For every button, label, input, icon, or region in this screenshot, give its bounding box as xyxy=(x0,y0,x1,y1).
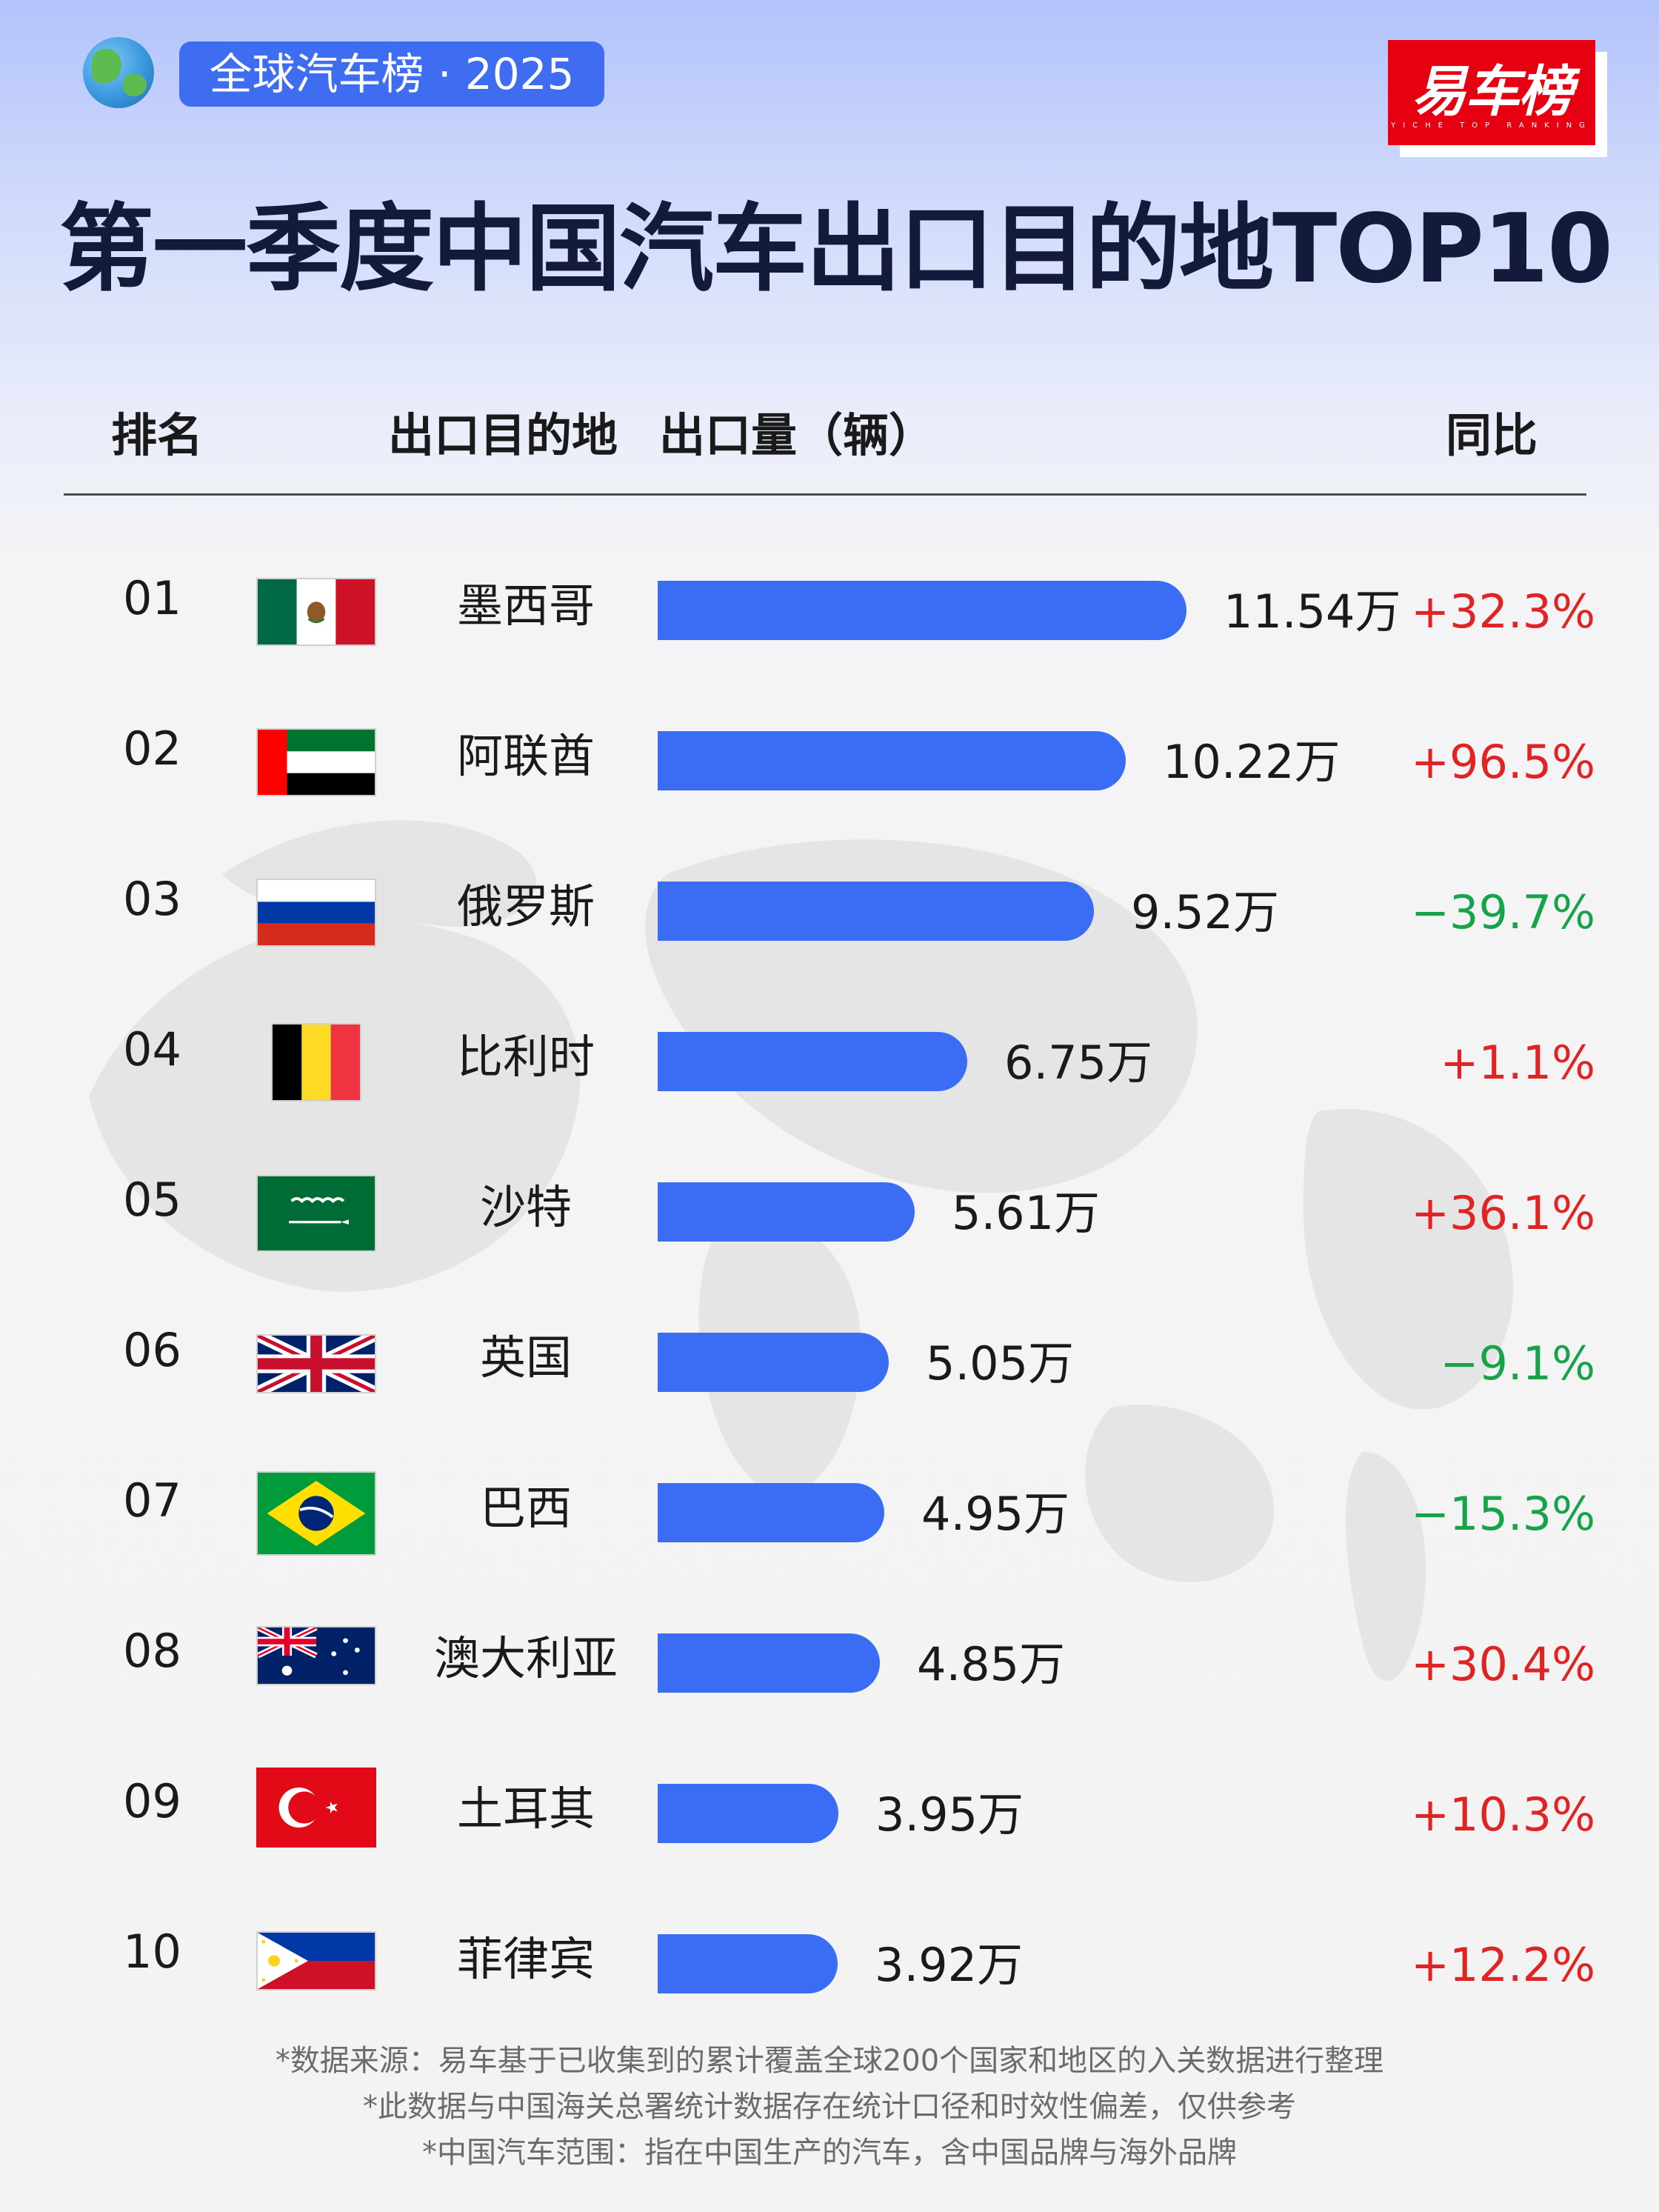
country-name: 土耳其 xyxy=(456,1782,595,1836)
yoy-change: +1.1% xyxy=(1440,1036,1595,1090)
country-name: 俄罗斯 xyxy=(456,879,595,933)
footnote-source: *数据来源：易车基于已收集到的累计覆盖全球200个国家和地区的入关数据进行整理 xyxy=(275,2044,1384,2078)
philippines-flag-icon xyxy=(256,1931,376,1991)
turkey-flag-icon xyxy=(256,1768,376,1848)
volume-value: 9.52万 xyxy=(1131,885,1280,939)
volume-value: 3.92万 xyxy=(875,1938,1024,1992)
footnote-scope: *中国汽车范围：指在中国生产的汽车，含中国品牌与海外品牌 xyxy=(422,2136,1237,2170)
column-header-yoy: 同比 xyxy=(1446,408,1538,462)
volume-value: 11.54万 xyxy=(1224,584,1401,639)
mexico-flag-icon xyxy=(256,578,376,646)
russia-flag-icon xyxy=(256,879,376,947)
uk-flag-icon xyxy=(256,1334,376,1393)
ranking-row: 08 澳大利亚 4.85万 +30.4% xyxy=(0,1616,1659,1693)
yoy-change: +10.3% xyxy=(1411,1788,1595,1842)
country-name: 比利时 xyxy=(456,1030,595,1084)
volume-bar xyxy=(658,1032,967,1091)
yoy-change: +32.3% xyxy=(1411,584,1595,639)
ranking-row: 10 菲律宾 3.92万 +12.2% xyxy=(0,1916,1659,1993)
yoy-change: +36.1% xyxy=(1411,1186,1595,1240)
country-name: 巴西 xyxy=(479,1481,572,1535)
yoy-change: +96.5% xyxy=(1411,735,1595,789)
logo-subtext: YICHE TOP RANKING xyxy=(1391,121,1592,130)
volume-bar xyxy=(658,1784,838,1843)
uae-flag-icon xyxy=(256,728,376,796)
ranking-row: 02 阿联酋 10.22万 +96.5% xyxy=(0,713,1659,796)
yoy-change: −39.7% xyxy=(1411,885,1595,939)
yoy-change: +12.2% xyxy=(1411,1938,1595,1992)
volume-bar xyxy=(658,1182,915,1242)
ranking-row: 04 比利时 6.75万 +1.1% xyxy=(0,1014,1659,1102)
ranking-row: 05 沙特 5.61万 +36.1% xyxy=(0,1165,1659,1252)
country-name: 菲律宾 xyxy=(456,1932,595,1986)
volume-value: 4.85万 xyxy=(917,1637,1066,1691)
yoy-change: −9.1% xyxy=(1440,1336,1595,1390)
volume-bar xyxy=(658,882,1094,941)
ranking-row: 03 俄罗斯 9.52万 −39.7% xyxy=(0,864,1659,947)
category-tag: 全球汽车榜 · 2025 xyxy=(179,41,604,107)
page-title: 第一季度中国汽车出口目的地TOP10 xyxy=(59,194,1613,304)
ranking-row: 07 巴西 4.95万 −15.3% xyxy=(0,1465,1659,1556)
yoy-change: +30.4% xyxy=(1411,1637,1595,1691)
column-header-destination: 出口目的地 xyxy=(388,408,618,462)
rank-number: 04 xyxy=(123,1022,181,1076)
volume-bar xyxy=(658,581,1186,640)
australia-flag-icon xyxy=(256,1626,376,1685)
yiche-logo: 易车榜 YICHE TOP RANKING xyxy=(1388,40,1607,157)
rank-number: 07 xyxy=(123,1473,181,1528)
volume-value: 3.95万 xyxy=(875,1788,1024,1842)
country-name: 墨西哥 xyxy=(456,579,595,633)
volume-value: 5.61万 xyxy=(952,1186,1101,1240)
country-name: 澳大利亚 xyxy=(433,1631,618,1685)
saudi-arabia-flag-icon xyxy=(256,1175,376,1252)
rank-number: 09 xyxy=(123,1774,181,1828)
column-header-rank: 排名 xyxy=(111,408,204,462)
country-name: 沙特 xyxy=(479,1180,572,1234)
volume-value: 10.22万 xyxy=(1163,735,1341,789)
yoy-change: −15.3% xyxy=(1411,1487,1595,1541)
ranking-row: 06 英国 5.05万 −9.1% xyxy=(0,1315,1659,1393)
brazil-flag-icon xyxy=(256,1471,376,1556)
volume-bar xyxy=(658,1934,838,1993)
rank-number: 10 xyxy=(123,1925,181,1979)
rank-number: 02 xyxy=(123,722,181,776)
country-name: 阿联酋 xyxy=(456,729,595,783)
globe-icon xyxy=(83,37,154,108)
rank-number: 08 xyxy=(123,1624,181,1678)
belgium-flag-icon xyxy=(271,1023,361,1102)
volume-bar xyxy=(658,1633,880,1693)
ranking-row: 09 土耳其 3.95万 +10.3% xyxy=(0,1766,1659,1848)
logo-text: 易车榜 xyxy=(1412,60,1573,124)
volume-bar xyxy=(658,1333,889,1392)
rank-number: 06 xyxy=(123,1323,181,1377)
header-divider xyxy=(64,493,1586,496)
volume-bar xyxy=(658,731,1126,790)
volume-bar xyxy=(658,1483,884,1542)
column-header-volume: 出口量（辆） xyxy=(659,408,935,462)
volume-value: 4.95万 xyxy=(921,1487,1070,1541)
volume-value: 6.75万 xyxy=(1004,1036,1153,1090)
volume-value: 5.05万 xyxy=(926,1336,1075,1390)
rank-number: 05 xyxy=(123,1173,181,1227)
rank-number: 01 xyxy=(123,571,181,625)
rank-number: 03 xyxy=(123,872,181,926)
footnote-disclaimer: *此数据与中国海关总署统计数据存在统计口径和时效性偏差，仅供参考 xyxy=(363,2090,1296,2124)
country-name: 英国 xyxy=(479,1330,572,1385)
ranking-row: 01 墨西哥 11.54万 +32.3% xyxy=(0,563,1659,646)
